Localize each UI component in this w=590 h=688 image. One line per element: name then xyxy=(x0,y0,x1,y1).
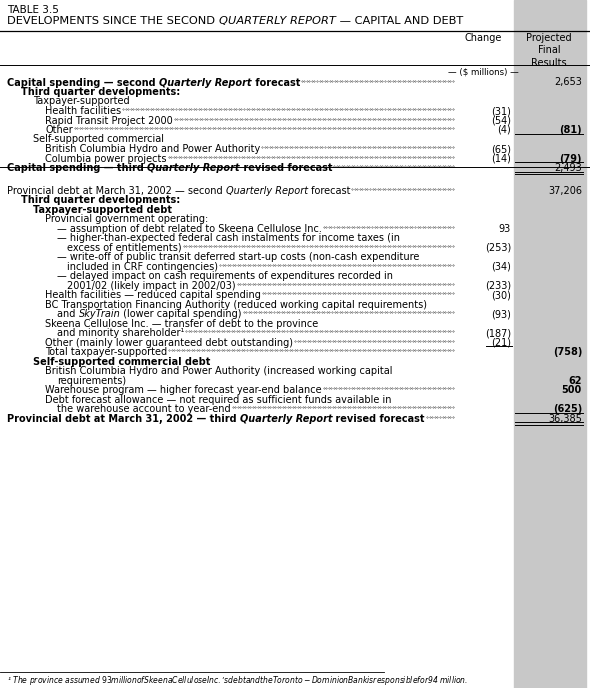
Text: — higher-than-expected federal cash instalments for income taxes (in: — higher-than-expected federal cash inst… xyxy=(57,233,400,244)
Text: SkyTrain: SkyTrain xyxy=(78,310,120,319)
Text: forecast: forecast xyxy=(251,78,300,87)
Text: Provincial government operating:: Provincial government operating: xyxy=(45,214,208,224)
Text: (4): (4) xyxy=(497,125,511,135)
Text: (253): (253) xyxy=(485,243,511,252)
Text: Projected
Final
Results: Projected Final Results xyxy=(526,33,572,68)
Text: 2001/02 (likely impact in 2002/03): 2001/02 (likely impact in 2002/03) xyxy=(67,281,235,291)
Text: Capital spending — second: Capital spending — second xyxy=(7,78,159,87)
Text: (65): (65) xyxy=(491,144,511,154)
Text: British Columbia Hydro and Power Authority (increased working capital: British Columbia Hydro and Power Authori… xyxy=(45,366,392,376)
Text: forecast: forecast xyxy=(308,186,350,196)
Text: Quarterly Report: Quarterly Report xyxy=(148,163,240,173)
Text: (79): (79) xyxy=(559,153,582,164)
Text: included in CRF contingencies): included in CRF contingencies) xyxy=(67,262,218,272)
Text: requirements): requirements) xyxy=(57,376,126,386)
Text: Health facilities — reduced capital spending: Health facilities — reduced capital spen… xyxy=(45,290,261,300)
Text: Self-supported commercial debt: Self-supported commercial debt xyxy=(33,357,211,367)
Text: Capital spending — third: Capital spending — third xyxy=(7,163,148,173)
Text: BC Transportation Financing Authority (reduced working capital requirements): BC Transportation Financing Authority (r… xyxy=(45,300,427,310)
Text: (31): (31) xyxy=(491,106,511,116)
Text: Taxpayer-supported: Taxpayer-supported xyxy=(33,96,130,107)
Text: (34): (34) xyxy=(491,262,511,272)
Text: QUARTERLY REPORT: QUARTERLY REPORT xyxy=(219,16,336,26)
Text: Rapid Transit Project 2000: Rapid Transit Project 2000 xyxy=(45,116,173,125)
Text: Other: Other xyxy=(45,125,73,135)
Text: Third quarter developments:: Third quarter developments: xyxy=(21,195,181,205)
Text: Debt forecast allowance — not required as sufficient funds available in: Debt forecast allowance — not required a… xyxy=(45,395,392,405)
Text: (187): (187) xyxy=(485,328,511,338)
Text: Change: Change xyxy=(464,33,502,43)
Text: Provincial debt at March 31, 2002 — third: Provincial debt at March 31, 2002 — thir… xyxy=(7,413,240,424)
Text: Warehouse program — higher forecast year-end balance: Warehouse program — higher forecast year… xyxy=(45,385,322,396)
Text: (21): (21) xyxy=(491,338,511,348)
Text: and: and xyxy=(57,310,78,319)
Text: 2,493: 2,493 xyxy=(554,163,582,173)
Text: Quarterly Report: Quarterly Report xyxy=(240,413,333,424)
Text: (625): (625) xyxy=(553,405,582,414)
Text: Quarterly Report: Quarterly Report xyxy=(159,78,251,87)
Text: British Columbia Hydro and Power Authority: British Columbia Hydro and Power Authori… xyxy=(45,144,260,154)
Text: (30): (30) xyxy=(491,290,511,300)
Text: — assumption of debt related to Skeena Cellulose Inc.: — assumption of debt related to Skeena C… xyxy=(57,224,322,234)
Text: Other (mainly lower guaranteed debt outstanding): Other (mainly lower guaranteed debt outs… xyxy=(45,338,293,348)
Text: Quarterly Report: Quarterly Report xyxy=(226,186,308,196)
Text: 93: 93 xyxy=(499,224,511,234)
Text: ¹ The province assumed $93 million of Skeena Cellulose Inc.’s debt and the Toron: ¹ The province assumed $93 million of Sk… xyxy=(7,674,468,687)
Text: 36,385: 36,385 xyxy=(548,413,582,424)
Text: (93): (93) xyxy=(491,310,511,319)
Text: (81): (81) xyxy=(559,125,582,135)
Text: (233): (233) xyxy=(485,281,511,291)
Text: (758): (758) xyxy=(553,347,582,357)
Text: Self-supported commercial: Self-supported commercial xyxy=(33,134,164,144)
Text: Total taxpayer-supported: Total taxpayer-supported xyxy=(45,347,167,357)
Text: revised forecast: revised forecast xyxy=(333,413,425,424)
Text: Health facilities: Health facilities xyxy=(45,106,121,116)
Text: Provincial debt at March 31, 2002 — second: Provincial debt at March 31, 2002 — seco… xyxy=(7,186,226,196)
Text: 37,206: 37,206 xyxy=(548,186,582,196)
Text: — delayed impact on cash requirements of expenditures recorded in: — delayed impact on cash requirements of… xyxy=(57,271,393,281)
Text: the warehouse account to year-end: the warehouse account to year-end xyxy=(57,405,231,414)
Text: 500: 500 xyxy=(562,385,582,396)
Text: — CAPITAL AND DEBT: — CAPITAL AND DEBT xyxy=(336,16,463,26)
Text: Skeena Cellulose Inc. — transfer of debt to the province: Skeena Cellulose Inc. — transfer of debt… xyxy=(45,319,318,329)
Text: — write-off of public transit deferred start-up costs (non-cash expenditure: — write-off of public transit deferred s… xyxy=(57,252,419,262)
Bar xyxy=(514,0,586,688)
Text: DEVELOPMENTS SINCE THE SECOND: DEVELOPMENTS SINCE THE SECOND xyxy=(7,16,219,26)
Text: (14): (14) xyxy=(491,153,511,164)
Text: Taxpayer-supported debt: Taxpayer-supported debt xyxy=(33,205,172,215)
Text: Third quarter developments:: Third quarter developments: xyxy=(21,87,181,97)
Text: revised forecast: revised forecast xyxy=(240,163,332,173)
Text: TABLE 3.5: TABLE 3.5 xyxy=(7,5,59,15)
Text: excess of entitlements): excess of entitlements) xyxy=(67,243,182,252)
Text: 62: 62 xyxy=(569,376,582,386)
Text: — ($ millions) —: — ($ millions) — xyxy=(448,67,519,76)
Text: and minority shareholder¹: and minority shareholder¹ xyxy=(57,328,184,338)
Text: 2,653: 2,653 xyxy=(554,78,582,87)
Text: (54): (54) xyxy=(491,116,511,125)
Text: Columbia power projects: Columbia power projects xyxy=(45,153,166,164)
Text: (lower capital spending): (lower capital spending) xyxy=(120,310,242,319)
